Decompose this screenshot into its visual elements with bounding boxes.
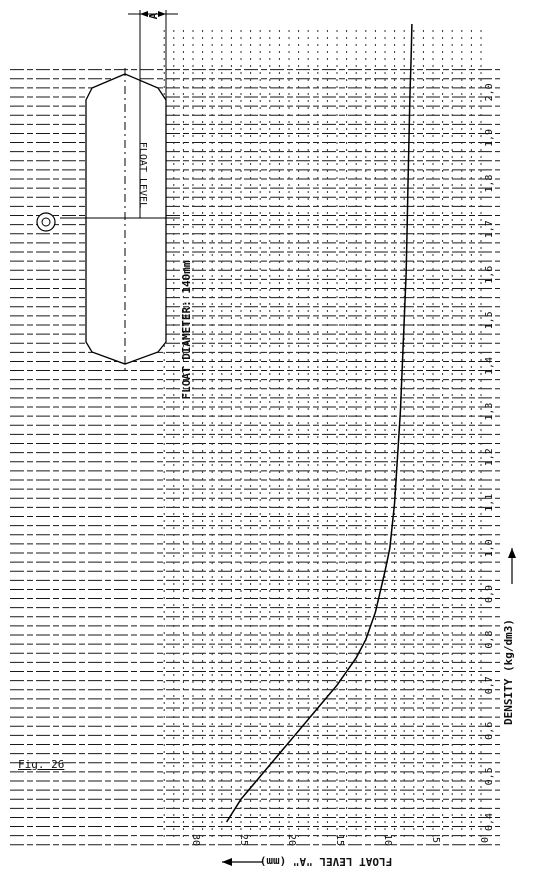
arrow-head-right [158,11,166,17]
x-tick-label: 5 [430,837,441,843]
float-level-label: FLOAT LEVEL [137,142,148,208]
y-axis-arrow-head [508,548,516,558]
y-tick-label: 0,7 [484,676,495,694]
y-axis-label: DENSITY (kg/dm3) [502,619,515,725]
y-tick-label: 0,5 [484,767,495,785]
y-tick-label: 1,5 [484,311,495,329]
grid [10,30,500,846]
series-line [225,23,413,823]
x-axis-arrow-head [222,858,232,866]
float-body [85,73,167,365]
x-tick-label: 20 [286,834,297,846]
y-tick-labels: 0,4 0,5 0,6 0,7 0,8 0,9 1,0 1,1 1,2 1,3 1,4 1,5 1,6 1… [484,83,495,831]
x-axis-label: FLOAT LEVEL "A" (mm) [260,855,392,868]
x-tick-label: 30 [190,834,201,846]
arrow-head-left [140,11,148,17]
x-tick-label: 0 [478,837,489,843]
figure-label: Fig. 26 [18,758,65,771]
y-tick-label: 1,8 [484,175,495,193]
y-tick-label: 1,3 [484,403,495,421]
reference-circle-inner [41,217,51,227]
y-tick-label: 1,6 [484,266,495,284]
x-tick-label: 15 [334,834,345,846]
y-tick-label: 0,9 [484,585,495,603]
float-diagram: A FLOAT LEVEL FLOAT DIAMETER: 140mm [36,10,193,400]
y-tick-label: 1,7 [484,220,495,238]
y-tick-label: 1,4 [484,357,495,375]
y-tick-label: 0,4 [484,813,495,831]
float-diameter-label: FLOAT DIAMETER: 140mm [180,260,193,399]
y-tick-label: 0,8 [484,631,495,649]
y-tick-label: 1,1 [484,494,495,512]
x-tick-label: 10 [382,834,393,846]
y-tick-label: 1,9 [484,129,495,147]
x-tick-label: 25 [238,834,249,846]
dimension-label: A [147,12,160,19]
reference-circle [36,212,56,232]
x-tick-labels: 0 5 10 15 20 25 30 [190,834,489,846]
y-tick-label: 2,0 [484,83,495,101]
y-tick-label: 1,0 [484,539,495,557]
y-tick-label: 0,6 [484,722,495,740]
y-tick-label: 1,2 [484,448,495,466]
